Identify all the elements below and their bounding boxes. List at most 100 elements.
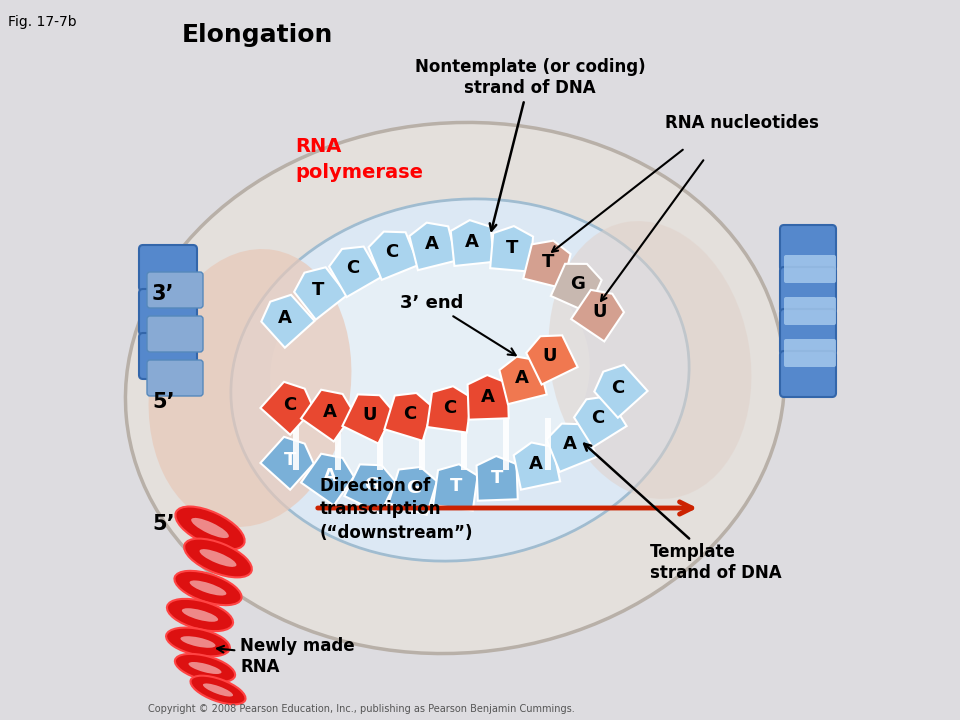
Polygon shape bbox=[294, 267, 348, 320]
Text: Nontemplate (or coding)
strand of DNA: Nontemplate (or coding) strand of DNA bbox=[415, 58, 645, 230]
Polygon shape bbox=[433, 464, 478, 510]
Polygon shape bbox=[260, 437, 314, 490]
Ellipse shape bbox=[190, 675, 246, 704]
Text: U: U bbox=[363, 406, 377, 424]
Polygon shape bbox=[468, 375, 509, 420]
Text: A: A bbox=[324, 403, 337, 421]
Ellipse shape bbox=[203, 683, 233, 696]
Text: T: T bbox=[491, 469, 503, 487]
Text: T: T bbox=[312, 281, 324, 299]
Ellipse shape bbox=[176, 506, 245, 549]
Ellipse shape bbox=[270, 247, 589, 498]
Polygon shape bbox=[389, 467, 437, 515]
Text: Direction of
transcription
(“downstream”): Direction of transcription (“downstream”… bbox=[320, 477, 473, 542]
Polygon shape bbox=[369, 232, 419, 280]
Text: U: U bbox=[592, 303, 608, 321]
FancyBboxPatch shape bbox=[780, 225, 836, 271]
Text: A: A bbox=[465, 233, 479, 251]
Polygon shape bbox=[261, 294, 315, 348]
Polygon shape bbox=[476, 456, 517, 500]
Bar bbox=[377, 418, 383, 470]
Polygon shape bbox=[523, 240, 570, 288]
Polygon shape bbox=[409, 222, 457, 270]
Polygon shape bbox=[329, 246, 381, 297]
Polygon shape bbox=[551, 264, 602, 312]
Polygon shape bbox=[514, 443, 560, 490]
Polygon shape bbox=[526, 336, 578, 384]
Polygon shape bbox=[546, 423, 597, 472]
FancyBboxPatch shape bbox=[780, 309, 836, 355]
Ellipse shape bbox=[188, 662, 222, 674]
Ellipse shape bbox=[126, 122, 784, 654]
Text: RNA
polymerase: RNA polymerase bbox=[295, 137, 423, 182]
Text: G: G bbox=[570, 275, 586, 293]
Text: 3’ end: 3’ end bbox=[400, 294, 516, 355]
FancyBboxPatch shape bbox=[780, 267, 836, 313]
FancyBboxPatch shape bbox=[139, 245, 197, 291]
Polygon shape bbox=[451, 220, 494, 266]
Bar bbox=[503, 418, 509, 470]
FancyBboxPatch shape bbox=[147, 272, 203, 308]
FancyBboxPatch shape bbox=[139, 333, 197, 379]
Polygon shape bbox=[260, 382, 314, 435]
Text: Copyright © 2008 Pearson Education, Inc., publishing as Pearson Benjamin Cumming: Copyright © 2008 Pearson Education, Inc.… bbox=[148, 704, 575, 714]
Polygon shape bbox=[384, 393, 433, 441]
FancyBboxPatch shape bbox=[784, 297, 836, 325]
Text: Fig. 17-7b: Fig. 17-7b bbox=[8, 15, 77, 29]
Ellipse shape bbox=[191, 518, 228, 538]
Polygon shape bbox=[345, 464, 396, 513]
Polygon shape bbox=[571, 290, 624, 341]
Text: T: T bbox=[541, 253, 554, 271]
Text: C: C bbox=[591, 409, 605, 427]
Text: G: G bbox=[365, 476, 379, 494]
Text: A: A bbox=[425, 235, 439, 253]
Ellipse shape bbox=[149, 249, 351, 527]
FancyBboxPatch shape bbox=[784, 339, 836, 367]
Ellipse shape bbox=[166, 628, 229, 657]
Text: C: C bbox=[612, 379, 625, 397]
Text: G: G bbox=[407, 479, 421, 497]
Ellipse shape bbox=[175, 654, 235, 682]
Ellipse shape bbox=[181, 608, 218, 622]
Text: T: T bbox=[450, 477, 462, 495]
Polygon shape bbox=[491, 226, 533, 271]
Polygon shape bbox=[343, 395, 394, 444]
FancyBboxPatch shape bbox=[780, 351, 836, 397]
Text: C: C bbox=[444, 399, 457, 417]
Ellipse shape bbox=[184, 539, 252, 577]
Polygon shape bbox=[301, 390, 354, 441]
Ellipse shape bbox=[190, 580, 227, 595]
Text: A: A bbox=[529, 455, 543, 473]
Text: Newly made
RNA: Newly made RNA bbox=[217, 637, 354, 676]
Text: RNA nucleotides: RNA nucleotides bbox=[665, 114, 819, 132]
Text: 5’: 5’ bbox=[152, 392, 175, 412]
FancyBboxPatch shape bbox=[147, 316, 203, 352]
Text: A: A bbox=[564, 435, 577, 453]
Text: 5’: 5’ bbox=[152, 514, 175, 534]
Ellipse shape bbox=[180, 636, 215, 648]
Bar bbox=[419, 418, 425, 470]
Polygon shape bbox=[427, 386, 471, 433]
Bar bbox=[461, 418, 467, 470]
Text: U: U bbox=[542, 347, 557, 365]
Bar bbox=[545, 418, 551, 470]
Text: A: A bbox=[516, 369, 529, 387]
Polygon shape bbox=[594, 365, 648, 418]
Polygon shape bbox=[499, 356, 547, 404]
Ellipse shape bbox=[175, 571, 242, 605]
FancyBboxPatch shape bbox=[147, 360, 203, 396]
Text: C: C bbox=[283, 396, 297, 414]
Text: Template
strand of DNA: Template strand of DNA bbox=[584, 444, 781, 582]
FancyBboxPatch shape bbox=[784, 255, 836, 283]
Ellipse shape bbox=[167, 599, 233, 631]
Text: A: A bbox=[324, 467, 337, 485]
Text: C: C bbox=[385, 243, 398, 261]
Ellipse shape bbox=[548, 221, 752, 499]
Text: C: C bbox=[347, 259, 360, 277]
Text: T: T bbox=[284, 451, 297, 469]
Ellipse shape bbox=[230, 199, 689, 561]
Polygon shape bbox=[574, 396, 627, 447]
Text: A: A bbox=[278, 309, 292, 327]
Text: Elongation: Elongation bbox=[182, 23, 333, 47]
Text: T: T bbox=[506, 239, 518, 257]
